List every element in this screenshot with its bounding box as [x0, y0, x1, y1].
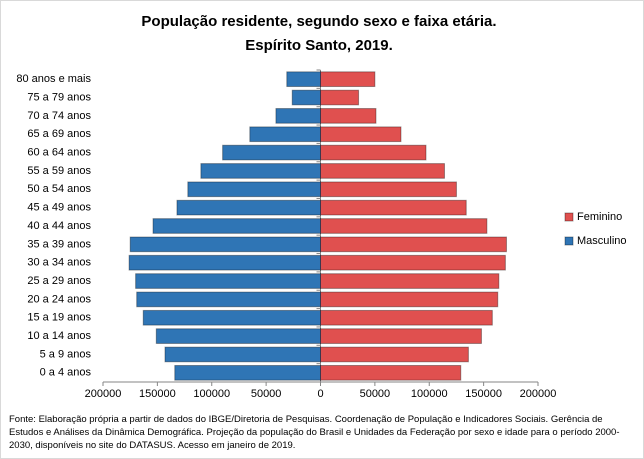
bar: [135, 273, 321, 289]
y-tick-label: 30 a 34 anos: [27, 257, 91, 269]
y-tick-label: 50 a 54 anos: [27, 183, 91, 195]
y-tick-label: 25 a 29 anos: [27, 275, 91, 287]
bar: [174, 364, 321, 381]
bar: [320, 328, 482, 344]
bar: [320, 291, 499, 308]
bar: [320, 364, 462, 381]
bar: [155, 328, 321, 344]
bar: [320, 163, 445, 179]
bar: [320, 254, 506, 271]
bar: [128, 254, 321, 271]
x-tick-label: 100000: [193, 388, 230, 400]
legend-label: Masculino: [577, 235, 627, 247]
bar: [320, 108, 377, 124]
bar: [164, 346, 321, 363]
y-tick-label: 5 a 9 anos: [40, 348, 92, 360]
y-tick-label: 15 a 19 anos: [27, 312, 91, 324]
bar: [187, 181, 321, 198]
chart-title: População residente, segundo sexo e faix…: [141, 13, 496, 30]
bar: [275, 108, 322, 124]
bar: [320, 346, 469, 363]
y-tick-label: 40 a 44 anos: [27, 220, 91, 232]
x-tick-label: 200000: [85, 388, 122, 400]
chart: População residente, segundo sexo e faix…: [16, 13, 627, 400]
chart-subtitle: Espírito Santo, 2019.: [245, 37, 393, 54]
y-tick-label: 70 a 74 anos: [27, 110, 91, 122]
bar: [152, 218, 321, 234]
bar: [320, 273, 500, 289]
x-tick-label: 150000: [465, 388, 502, 400]
bar: [320, 199, 467, 216]
y-tick-label: 60 a 64 anos: [27, 146, 91, 158]
legend-swatch: [564, 236, 574, 246]
legend-label: Feminino: [577, 211, 622, 223]
y-tick-label: 65 a 69 anos: [27, 128, 91, 140]
bar: [200, 163, 321, 179]
legend-swatch: [564, 212, 574, 222]
bar: [286, 71, 322, 88]
bar: [320, 89, 360, 106]
x-tick-label: 150000: [139, 388, 176, 400]
bar: [320, 71, 376, 88]
bar: [136, 291, 321, 308]
y-tick-label: 75 a 79 anos: [27, 91, 91, 103]
y-tick-label: 0 a 4 anos: [40, 367, 92, 379]
bar: [142, 309, 321, 326]
y-tick-label: 80 anos e mais: [16, 73, 91, 85]
x-tick-label: 0: [317, 388, 323, 400]
x-tick-label: 100000: [411, 388, 448, 400]
bar: [249, 126, 321, 143]
source-note: Fonte: Elaboração própria a partir de da…: [9, 414, 620, 451]
bar: [320, 144, 427, 161]
bar: [320, 218, 488, 234]
y-tick-label: 10 a 14 anos: [27, 330, 91, 342]
bar: [320, 236, 507, 253]
bar: [176, 199, 321, 216]
x-tick-label: 50000: [360, 388, 391, 400]
y-tick-label: 55 a 59 anos: [27, 165, 91, 177]
x-tick-label: 200000: [520, 388, 557, 400]
x-tick-label: 50000: [251, 388, 282, 400]
bar: [320, 181, 457, 198]
bar: [320, 309, 493, 326]
y-tick-label: 35 a 39 anos: [27, 238, 91, 250]
y-tick-label: 45 a 49 anos: [27, 202, 91, 214]
bar: [291, 89, 322, 106]
y-tick-label: 20 a 24 anos: [27, 293, 91, 305]
bar: [129, 236, 321, 253]
bar: [222, 144, 321, 161]
bar: [320, 126, 402, 143]
